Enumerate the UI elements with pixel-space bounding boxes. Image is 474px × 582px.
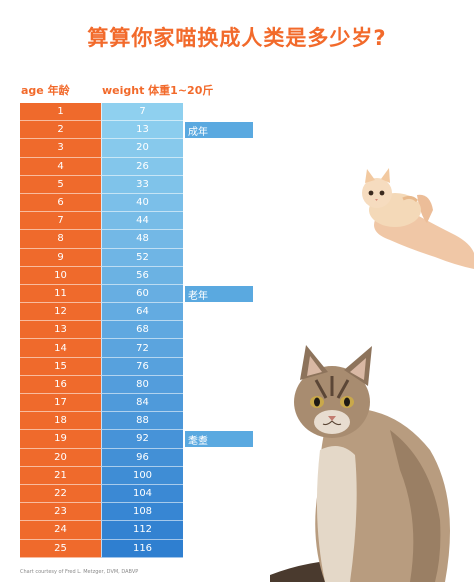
weight-cell: 52 [101,248,183,267]
table-row: 13 68 [20,321,183,340]
table-row: 24 112 [20,521,183,540]
age-cell: 17 [20,394,101,413]
table-row: 11 60 [20,284,183,304]
table-row: 18 88 [20,412,183,431]
age-cell: 4 [20,157,101,176]
table-row: 23 108 [20,503,183,522]
tag-senior: 老年 [185,286,253,302]
age-cell: 20 [20,448,101,467]
tag-adult: 成年 [185,122,253,138]
age-cell: 19 [20,430,101,449]
age-cell: 6 [20,193,101,213]
weight-cell: 112 [101,521,183,540]
weight-cell: 48 [101,230,183,249]
weight-cell: 84 [101,394,183,413]
age-cell: 15 [20,357,101,376]
table-row: 8 48 [20,230,183,249]
age-cell: 21 [20,466,101,485]
weight-cell: 68 [101,321,183,340]
table-row: 6 40 [20,193,183,213]
age-cell: 11 [20,284,101,304]
age-cell: 25 [20,539,101,558]
page-title: 算算你家喵换成人类是多少岁? [87,26,387,50]
weight-cell: 116 [101,539,183,558]
table-row: 25 116 [20,539,183,558]
tag-elderly: 耄耋 [185,431,253,447]
weight-cell: 26 [101,157,183,176]
table-row: 10 56 [20,266,183,285]
weight-cell: 104 [101,484,183,504]
weight-cell: 88 [101,412,183,431]
weight-cell: 92 [101,430,183,449]
table-row: 4 26 [20,157,183,176]
table-row: 7 44 [20,212,183,231]
age-cell: 12 [20,303,101,322]
age-cell: 10 [20,266,101,285]
weight-cell: 44 [101,212,183,231]
weight-cell: 13 [101,121,183,140]
table-row: 14 72 [20,339,183,358]
table-row: 9 52 [20,248,183,267]
chart-credit: Chart courtesy of Fred L. Metzger, DVM, … [20,569,139,575]
age-cell: 5 [20,175,101,194]
weight-cell: 40 [101,193,183,213]
weight-cell: 7 [101,103,183,122]
weight-cell: 76 [101,357,183,376]
table-row: 22 104 [20,484,183,504]
age-cell: 2 [20,121,101,140]
table-row: 2 13 [20,121,183,140]
age-cell: 22 [20,484,101,504]
table-row: 17 84 [20,394,183,413]
table-row: 12 64 [20,303,183,322]
table-row: 15 76 [20,357,183,376]
table-row: 20 96 [20,448,183,467]
age-cell: 7 [20,212,101,231]
weight-cell: 60 [101,284,183,304]
table-row: 21 100 [20,466,183,485]
weight-cell: 64 [101,303,183,322]
age-cell: 16 [20,375,101,394]
age-cell: 14 [20,339,101,358]
weight-cell: 20 [101,139,183,158]
age-cell: 9 [20,248,101,267]
weight-cell: 56 [101,266,183,285]
kitten-in-hand-photo [362,168,474,269]
weight-cell: 72 [101,339,183,358]
table-row: 5 33 [20,175,183,194]
weight-cell: 96 [101,448,183,467]
age-weight-table: 1 7 2 13 3 20 4 26 5 33 6 40 7 44 8 48 9 52 10 56 11 60 12 64 13… [20,103,183,558]
age-cell: 24 [20,521,101,540]
age-column-header: age 年龄 [21,84,70,97]
age-cell: 18 [20,412,101,431]
weight-cell: 100 [101,466,183,485]
weight-cell: 80 [101,375,183,394]
table-row: 16 80 [20,375,183,394]
age-cell: 23 [20,503,101,522]
sitting-cat-photo [270,345,450,582]
age-cell: 13 [20,321,101,340]
table-row: 19 92 [20,430,183,449]
weight-cell: 33 [101,175,183,194]
age-cell: 3 [20,139,101,158]
weight-column-header: weight 体重1~20斤 [102,84,214,97]
weight-cell: 108 [101,503,183,522]
age-cell: 1 [20,103,101,122]
table-row: 3 20 [20,139,183,158]
age-cell: 8 [20,230,101,249]
